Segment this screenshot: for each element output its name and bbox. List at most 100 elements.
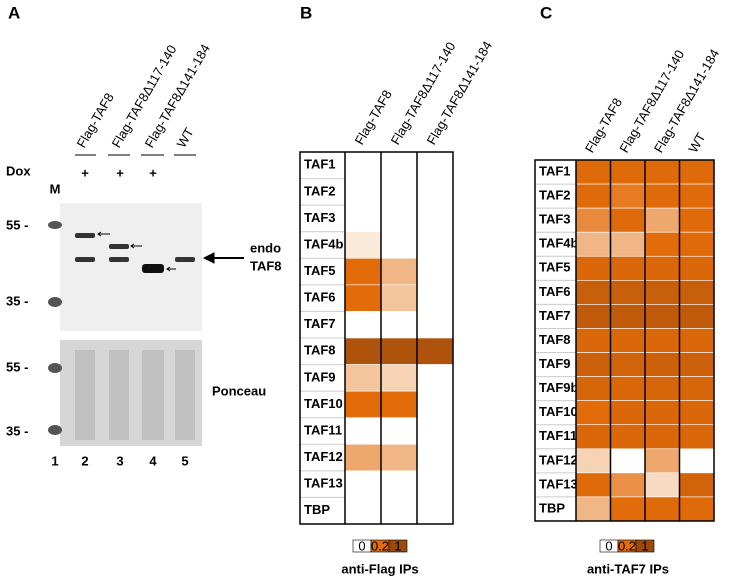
heat-cell <box>644 496 680 522</box>
mw-marker: 35 - <box>6 293 28 308</box>
column-label: Flag-TAF8Δ117-140 <box>388 39 459 147</box>
heat-cell <box>610 255 646 281</box>
row-label: TAF3 <box>539 212 571 227</box>
bands <box>48 221 195 440</box>
heat-cell <box>416 284 454 312</box>
heat-cell <box>610 400 646 426</box>
row-label: TAF9 <box>304 369 336 384</box>
heat-cell <box>610 183 646 209</box>
heat-cell <box>644 376 680 401</box>
heat-cell <box>416 257 454 286</box>
endo-label: TAF8 <box>250 258 282 273</box>
heat-cell <box>575 448 611 474</box>
heatmap-frame <box>299 151 454 525</box>
row-label: TBP <box>539 500 565 515</box>
heat-cell <box>644 159 680 185</box>
heat-cell <box>575 496 611 522</box>
heat-cell <box>416 178 454 206</box>
mw-marker: 35 - <box>6 423 28 438</box>
row-label: TAF9b <box>539 380 579 395</box>
dox-label: Dox <box>6 163 31 178</box>
legend-label: 0.2 <box>371 538 389 553</box>
heat-cell <box>380 311 418 339</box>
heat-cell <box>416 443 454 472</box>
heat-cell <box>344 231 382 259</box>
heatmap-frame <box>534 159 715 522</box>
heat-cell <box>575 207 611 233</box>
blot <box>60 203 202 331</box>
row-label: TAF12 <box>304 449 343 464</box>
heat-cell <box>380 151 418 179</box>
heat-cell <box>644 472 680 498</box>
heat-cell <box>679 231 715 257</box>
heat-cell <box>344 284 382 312</box>
row-label: TAF7 <box>539 308 571 323</box>
heat-cell <box>644 255 680 281</box>
heat-cell <box>380 364 418 392</box>
heat-cell <box>380 497 418 525</box>
legend-label: 0 <box>605 538 612 553</box>
row-label: TAF9 <box>539 356 571 371</box>
heat-cell <box>610 207 646 233</box>
lane-number: 2 <box>81 453 88 468</box>
heat-cell <box>679 472 715 498</box>
heat-cell <box>610 280 646 305</box>
row-label: TAF1 <box>304 157 336 172</box>
caption: anti-TAF7 IPs <box>587 561 669 576</box>
panel-letter: C <box>540 3 552 22</box>
heat-cell <box>344 443 382 472</box>
heat-cell <box>679 280 715 305</box>
heat-cell <box>380 178 418 206</box>
heat-cell <box>575 472 611 498</box>
heat-cell <box>644 183 680 209</box>
legend-label: 1 <box>394 538 401 553</box>
heat-cell <box>679 352 715 377</box>
column-label: WT <box>685 130 708 155</box>
heat-cell <box>416 364 454 392</box>
legend-label: 0 <box>358 538 365 553</box>
row-label: TAF10 <box>539 404 578 419</box>
lane-number: 1 <box>51 453 58 468</box>
heat-cell <box>575 400 611 426</box>
heat-cell <box>344 257 382 286</box>
heat-cell <box>679 424 715 450</box>
mw-marker: 55 - <box>6 359 28 374</box>
heat-cell <box>679 328 715 353</box>
heat-cell <box>644 424 680 450</box>
panel-a: A Dox + + + M 55 - 35 - 55 - 35 - endo T… <box>6 3 282 468</box>
heat-cell <box>679 400 715 426</box>
heat-cell <box>575 376 611 401</box>
endo-label: endo <box>250 240 281 255</box>
heat-cell <box>575 231 611 257</box>
row-label: TAF13 <box>304 476 343 491</box>
row-label: TAF5 <box>539 260 571 275</box>
heat-cell <box>416 151 454 179</box>
heat-cell <box>380 417 418 445</box>
heat-cell <box>416 390 454 419</box>
row-label: TAF7 <box>304 316 336 331</box>
heat-cell <box>679 496 715 522</box>
heat-cell <box>644 207 680 233</box>
row-label: TAF10 <box>304 396 343 411</box>
heat-cell <box>610 472 646 498</box>
heat-cell <box>416 204 454 233</box>
row-label: TAF2 <box>539 188 571 203</box>
heat-cell <box>644 231 680 257</box>
heat-cell <box>416 231 454 259</box>
heat-cell <box>344 151 382 179</box>
dox-mark: + <box>81 165 89 180</box>
heat-cell <box>344 204 382 233</box>
lane-number: 5 <box>181 453 188 468</box>
heat-cell <box>344 417 382 445</box>
heat-cell <box>610 328 646 353</box>
row-label: TAF6 <box>539 284 571 299</box>
row-label: TAF8 <box>539 332 571 347</box>
heat-cell <box>610 159 646 185</box>
row-label: TBP <box>304 502 330 517</box>
row-label: TAF12 <box>539 452 578 467</box>
heat-cell <box>679 207 715 233</box>
heat-cell <box>380 390 418 419</box>
column-label: Flag-TAF8Δ141-184 <box>424 39 495 148</box>
heat-cell <box>610 231 646 257</box>
heat-cell <box>679 376 715 401</box>
